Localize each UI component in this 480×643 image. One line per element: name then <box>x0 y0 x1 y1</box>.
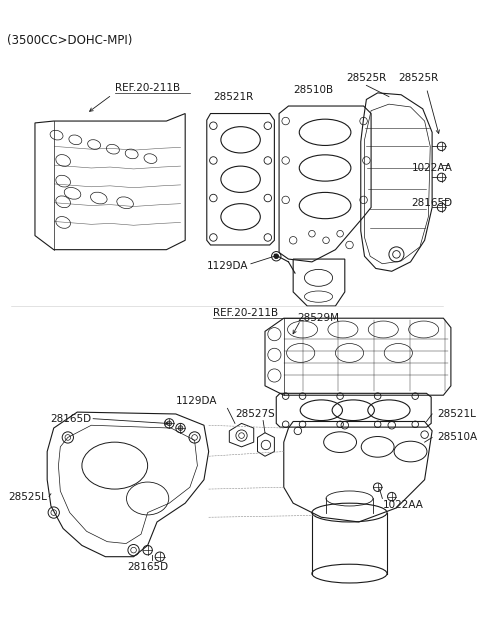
Text: 1022AA: 1022AA <box>383 500 423 511</box>
Text: 1129DA: 1129DA <box>206 260 248 271</box>
Text: 28529M: 28529M <box>298 312 339 323</box>
Text: 28521R: 28521R <box>213 92 253 102</box>
Text: 28527S: 28527S <box>235 409 275 419</box>
Text: REF.20-211B: REF.20-211B <box>115 83 180 93</box>
Circle shape <box>167 421 171 426</box>
Text: 28525L: 28525L <box>8 492 47 502</box>
Text: 1022AA: 1022AA <box>412 163 453 173</box>
Text: 28510B: 28510B <box>293 85 333 95</box>
Text: 28165D: 28165D <box>127 563 168 572</box>
Text: 1129DA: 1129DA <box>176 397 217 406</box>
Circle shape <box>178 426 183 430</box>
Text: 28510A: 28510A <box>437 433 477 442</box>
Text: 28525R: 28525R <box>346 73 386 84</box>
Text: 28525R: 28525R <box>398 73 438 84</box>
Text: (3500CC>DOHC-MPI): (3500CC>DOHC-MPI) <box>7 33 132 47</box>
Text: 28165D: 28165D <box>412 198 453 208</box>
Text: 28521L: 28521L <box>437 409 476 419</box>
Text: 28165D: 28165D <box>50 413 91 424</box>
Text: REF.20-211B: REF.20-211B <box>213 308 278 318</box>
Circle shape <box>274 254 278 258</box>
